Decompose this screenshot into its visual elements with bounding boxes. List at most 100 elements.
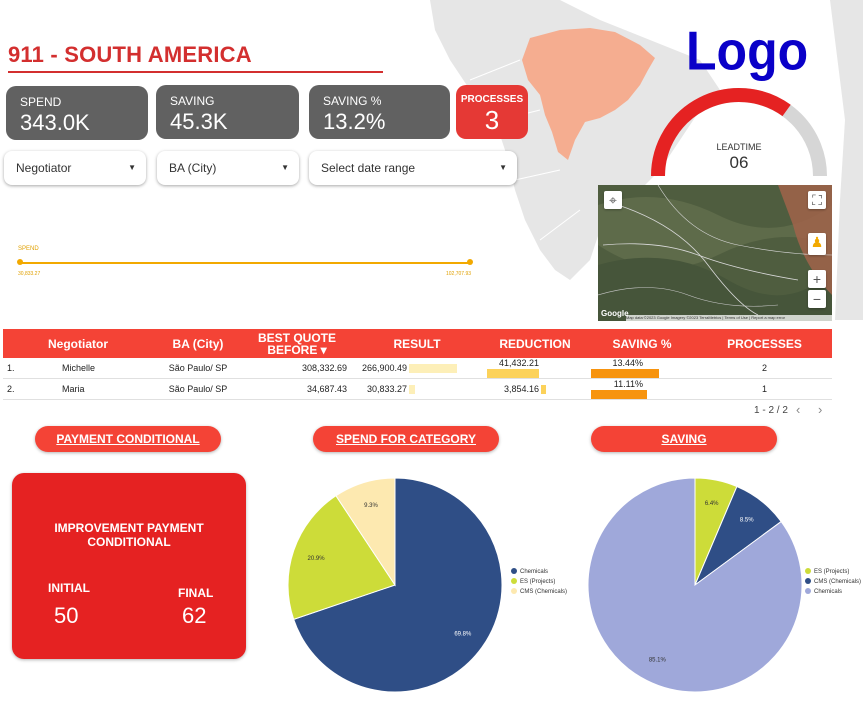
camera-control-button[interactable]: ⌖	[604, 191, 622, 209]
spend-category-header: SPEND FOR CATEGORY	[313, 426, 499, 452]
table-row[interactable]: 2. Maria São Paulo/ SP 34,687.43 30,833.27 3,…	[3, 378, 832, 401]
table-row[interactable]: 1. Michelle São Paulo/ SP 308,332.69 266,900…	[3, 358, 832, 380]
row-best-quote: 34,687.43	[243, 378, 351, 401]
leadtime-gauge	[651, 88, 827, 177]
table-pager: 1 - 2 / 2	[754, 405, 788, 416]
date-range-filter[interactable]: Select date range ▼	[309, 151, 517, 185]
pie-slice[interactable]	[335, 477, 396, 587]
spend-category-pie-chart: 69.8% 20.9% 9.3%	[287, 477, 503, 693]
previous-page-button[interactable]: ‹	[796, 402, 800, 417]
row-reduction-bar	[541, 385, 546, 395]
zoom-out-button[interactable]: −	[808, 290, 826, 308]
payment-conditional-card: IMPROVEMENT PAYMENT CONDITIONAL INITIAL …	[12, 473, 246, 659]
google-label: Google	[601, 309, 629, 318]
table-header-row: Negotiator BA (City) BEST QUOTE BEFORE ▾…	[3, 329, 832, 358]
legend-item[interactable]: CMS (Chemicals)	[511, 587, 567, 597]
kpi-spend-value: 343.0K	[20, 110, 90, 135]
row-result-bar	[409, 385, 415, 395]
legend-label: CMS (Chemicals)	[814, 579, 862, 585]
final-label: FINAL	[178, 586, 214, 600]
legend-item[interactable]: Chemicals	[805, 587, 861, 597]
legend-swatch	[805, 578, 811, 585]
row-index: 1.	[7, 363, 15, 374]
row-result: 266,900.49	[351, 358, 483, 380]
pie-slice-label: 6.4%	[705, 501, 719, 507]
spend-slider-min: 30,833.27	[18, 271, 41, 277]
satellite-map[interactable]: ⌖ ⛶ ♟ + − Google Map data ©2023 Google I…	[598, 185, 832, 321]
spend-slider-track[interactable]	[20, 262, 470, 264]
gauge-value: 06	[729, 153, 749, 172]
date-range-filter-label: Select date range	[321, 161, 416, 175]
chevron-down-icon: ▼	[281, 163, 289, 172]
city-filter-label: BA (City)	[169, 161, 217, 175]
spend-slider-min-handle[interactable]	[17, 259, 23, 265]
column-header-processes[interactable]: PROCESSES	[697, 329, 832, 358]
pie-slice-label: 20.9%	[308, 556, 326, 562]
pie-slice-label: 69.8%	[454, 632, 472, 638]
row-negotiator: Michelle	[62, 363, 96, 374]
zoom-in-button[interactable]: +	[808, 270, 826, 288]
row-result: 30,833.27	[351, 378, 483, 401]
row-negotiator-cell: 1. Michelle	[3, 358, 153, 380]
column-header-negotiator[interactable]: Negotiator	[3, 329, 153, 358]
row-city: São Paulo/ SP	[153, 358, 243, 380]
column-header-reduction[interactable]: REDUCTION	[483, 329, 587, 358]
pie-slice[interactable]	[293, 477, 503, 693]
row-result-bar	[409, 364, 457, 374]
row-saving: 11.11%	[587, 378, 697, 401]
fullscreen-icon: ⛶	[812, 192, 822, 208]
row-saving-value: 13.44%	[612, 358, 643, 368]
row-saving-bar	[591, 390, 648, 400]
pie-slice[interactable]	[587, 477, 803, 693]
column-header-result[interactable]: RESULT	[351, 329, 483, 358]
legend-label: ES (Projects)	[814, 569, 850, 575]
row-reduction-value: 41,432.21	[498, 358, 539, 368]
chevron-right-icon: ›	[818, 402, 823, 417]
legend-swatch	[511, 578, 517, 585]
column-header-saving[interactable]: SAVING %	[587, 329, 697, 358]
kpi-spend-label: SPEND	[20, 95, 62, 109]
fullscreen-button[interactable]: ⛶	[808, 191, 826, 209]
kpi-processes: PROCESSES 3	[456, 85, 528, 139]
kpi-saving-percent: SAVING % 13.2%	[309, 85, 450, 139]
next-page-button[interactable]: ›	[818, 402, 822, 417]
saving-pie-chart: 6.4% 8.5% 85.1%	[587, 477, 803, 693]
kpi-saving-percent-value: 13.2%	[323, 109, 386, 134]
payment-card-title-line2: CONDITIONAL	[87, 535, 171, 549]
pegman-button[interactable]: ♟	[808, 233, 826, 255]
title-underline	[8, 71, 383, 73]
final-value: 62	[182, 603, 207, 628]
legend-item[interactable]: CMS (Chemicals)	[805, 577, 861, 587]
spend-slider-max: 102,707.93	[446, 271, 472, 277]
row-processes: 2	[697, 358, 832, 380]
pie-slice-label: 9.3%	[364, 503, 378, 509]
city-filter[interactable]: BA (City) ▼	[157, 151, 299, 185]
pegman-icon: ♟	[810, 234, 824, 250]
row-city: São Paulo/ SP	[153, 378, 243, 401]
map-attribution: Map data ©2023 Google Imagery ©2023 Terr…	[626, 315, 832, 321]
logo: Logo	[686, 20, 809, 82]
column-header-best-quote[interactable]: BEST QUOTE BEFORE ▾	[243, 329, 351, 358]
row-best-quote: 308,332.69	[243, 358, 351, 380]
brazil-shape	[522, 28, 655, 160]
legend-label: Chemicals	[814, 589, 843, 595]
chevron-down-icon: ▼	[499, 163, 507, 172]
legend-item[interactable]: Chemicals	[511, 567, 567, 577]
spend-slider-max-handle[interactable]	[467, 259, 473, 265]
negotiator-filter[interactable]: Negotiator ▼	[4, 151, 146, 185]
pie-slice[interactable]	[287, 495, 396, 620]
background-map	[430, 0, 863, 320]
legend-swatch	[511, 568, 517, 575]
row-reduction: 41,432.21	[483, 358, 587, 380]
negotiator-filter-label: Negotiator	[16, 161, 72, 175]
legend-item[interactable]: ES (Projects)	[805, 567, 861, 577]
legend-item[interactable]: ES (Projects)	[511, 577, 567, 587]
legend-label: Chemicals	[520, 569, 549, 575]
payment-card-title: IMPROVEMENT PAYMENT CONDITIONAL	[12, 521, 246, 549]
initial-label: INITIAL	[48, 581, 90, 595]
column-header-city[interactable]: BA (City)	[153, 329, 243, 358]
row-saving-bar	[591, 369, 659, 379]
kpi-saving-percent-label: SAVING %	[323, 94, 382, 108]
row-reduction-value: 3,854.16	[503, 384, 539, 395]
kpi-processes-label: PROCESSES	[460, 94, 524, 105]
